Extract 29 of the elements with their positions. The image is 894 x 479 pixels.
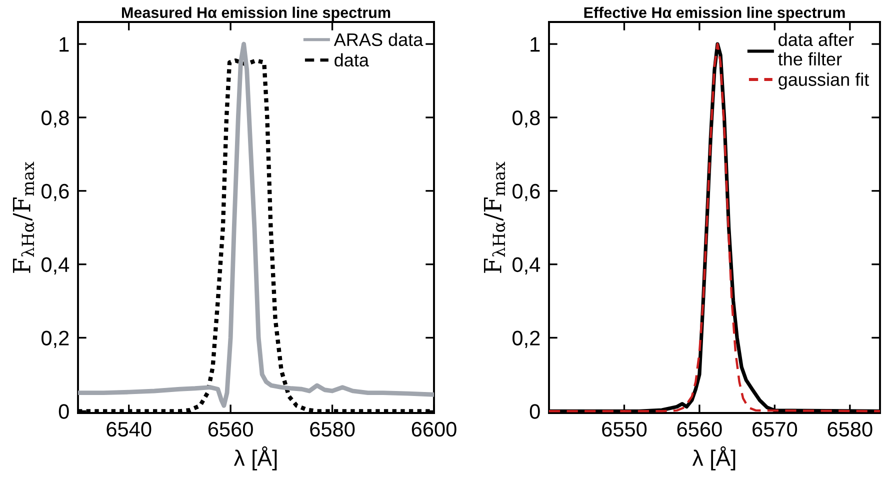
x-tick-label: 6550 [602,422,647,437]
y-tick-label: 0,8 [42,110,69,128]
legend-label: data [334,53,369,67]
y-tick-label: 1 [530,37,540,52]
legend-label: ARAS data [334,32,424,46]
x-axis-title: λ [Å] [234,446,277,470]
chart-title: Measured Hα emission line spectrum [122,6,390,22]
y-tick-label: 1 [60,37,69,52]
x-axis-title: λ [Å] [692,446,736,470]
chart-title: Effective Hα emission line spectrum [584,6,845,22]
x-tick-label: 6570 [752,422,798,437]
y-tick-label: 0,8 [512,110,540,128]
y-tick-label: 0 [530,404,540,419]
x-tick-label: 6560 [677,422,722,437]
x-tick-label: 6580 [828,422,872,437]
y-tick-label: 0,4 [512,257,540,275]
x-tick-label: 6540 [106,422,152,437]
y-tick-label: 0,6 [512,184,540,202]
y-axis-title: F$_{λHα}$/F$_{max}$ [484,162,506,273]
x-tick-label: 6600 [412,422,456,437]
x-tick-label: 6580 [310,422,355,437]
legend-label: gaussian fit [778,72,870,90]
y-tick-label: 0,4 [42,257,70,275]
y-axis-title: F$_{λHα}$/F$_{max}$ [13,162,34,273]
y-tick-label: 0 [58,404,69,419]
x-tick-label: 6560 [208,422,253,437]
y-tick-label: 0,2 [512,330,540,348]
y-tick-label: 0,2 [42,330,69,348]
y-tick-label: 0,6 [42,184,69,202]
